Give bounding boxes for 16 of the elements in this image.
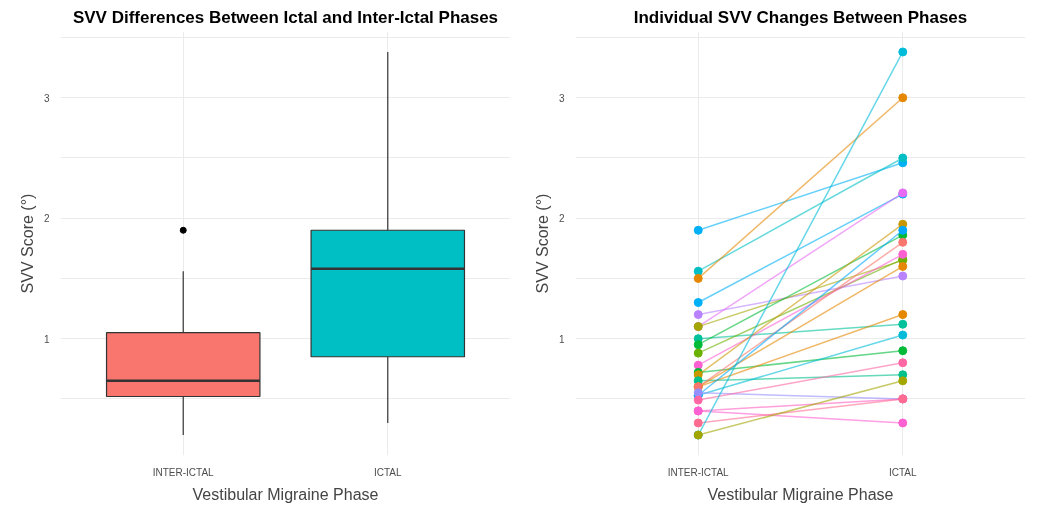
y-tick-label: 2 (558, 213, 565, 225)
x-axis-title: Vestibular Migraine Phase (707, 485, 894, 503)
chart-title: SVV Differences Between Ictal and Inter-Ictal Phases (72, 7, 499, 27)
y-tick-label: 2 (43, 213, 50, 225)
y-axis-title: SVV Score (°) (533, 193, 551, 294)
x-axis-title: Vestibular Migraine Phase (192, 485, 379, 503)
y-axis-title: SVV Score (°) (18, 193, 36, 294)
y-tick-label: 3 (43, 92, 50, 104)
chart-title: Individual SVV Changes Between Phases (633, 7, 968, 27)
x-tick-label: ICTAL (888, 466, 918, 478)
x-tick-label: INTER-ICTAL (667, 466, 730, 478)
y-tick-label: 1 (43, 333, 50, 345)
x-tick-label: INTER-ICTAL (152, 466, 215, 478)
y-tick-label: 1 (558, 333, 565, 345)
y-tick-label: 3 (558, 92, 565, 104)
x-tick-label: ICTAL (373, 466, 403, 478)
